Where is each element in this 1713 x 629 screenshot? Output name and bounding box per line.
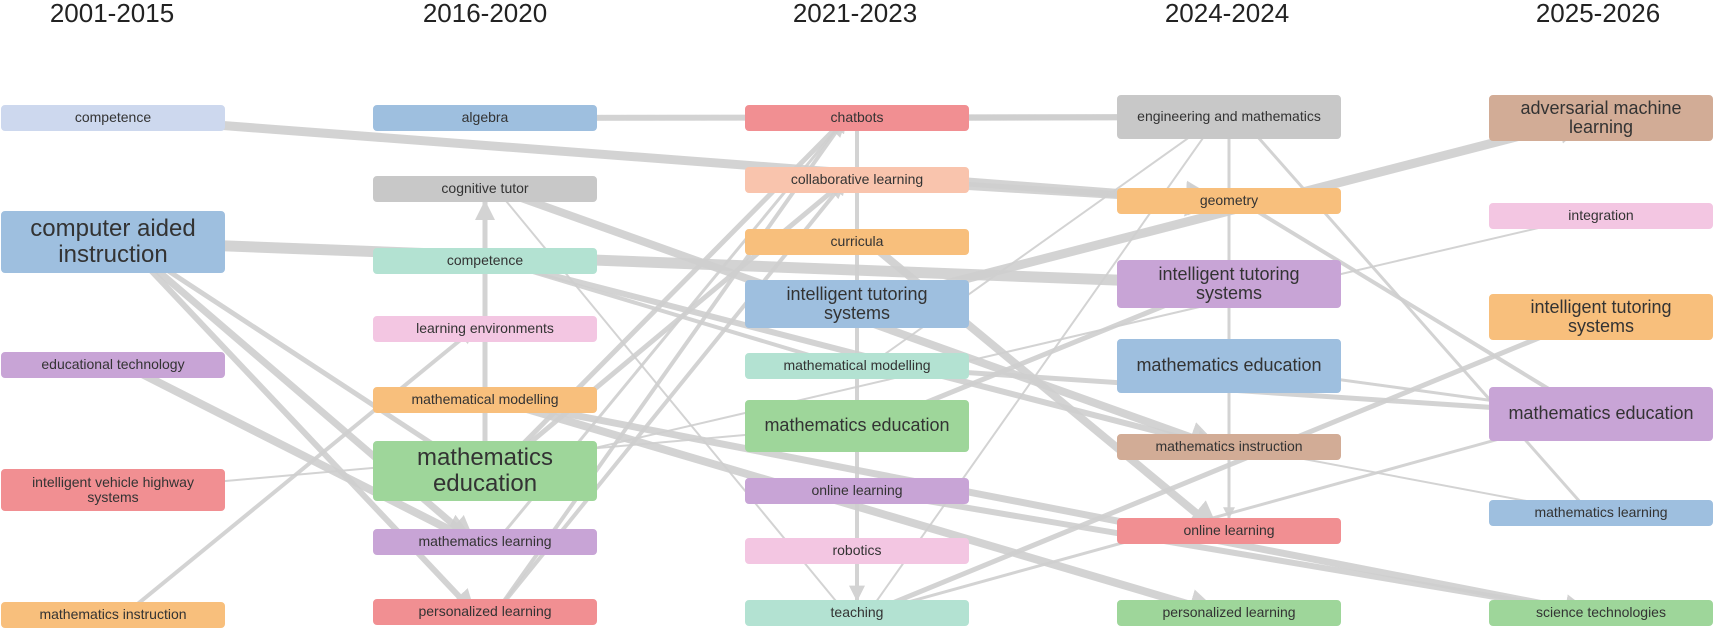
theme-node-c3-robotics[interactable]: robotics bbox=[745, 538, 969, 564]
theme-node-c1-edtech[interactable]: educational technology bbox=[1, 352, 225, 378]
theme-node-c3-curricula[interactable]: curricula bbox=[745, 229, 969, 255]
theme-node-c5-its[interactable]: intelligent tutoring systems bbox=[1489, 294, 1713, 340]
theme-node-c3-chatbots[interactable]: chatbots bbox=[745, 105, 969, 131]
link-c1-cai-to-c4-its bbox=[123, 236, 1223, 305]
theme-node-c5-scitech[interactable]: science technologies bbox=[1489, 600, 1713, 626]
theme-node-c3-its[interactable]: intelligent tutoring systems bbox=[745, 280, 969, 328]
theme-node-c4-geometry[interactable]: geometry bbox=[1117, 188, 1341, 214]
theme-node-c3-mathmod[interactable]: mathematical modelling bbox=[745, 353, 969, 379]
link-c1-edtech-to-c2-mathlearn bbox=[122, 361, 477, 546]
period-header-5: 2025-2026 bbox=[1535, 0, 1661, 28]
theme-node-c2-mathlearn[interactable]: mathematics learning bbox=[373, 529, 597, 555]
theme-node-c4-perslearn[interactable]: personalized learning bbox=[1117, 600, 1341, 626]
link-c4-geometry-to-c5-mathedu bbox=[1239, 199, 1592, 416]
theme-node-c4-its[interactable]: intelligent tutoring systems bbox=[1117, 260, 1341, 308]
theme-node-c2-mathmod[interactable]: mathematical modelling bbox=[373, 387, 597, 413]
period-header-1: 2001-2015 bbox=[49, 0, 175, 28]
theme-node-c3-teaching[interactable]: teaching bbox=[745, 600, 969, 626]
link-c3-online-to-c5-scitech bbox=[867, 488, 1593, 622]
theme-node-c2-perslearn[interactable]: personalized learning bbox=[373, 599, 597, 625]
link-c2-mathedu-to-c5-integration bbox=[495, 213, 1591, 472]
period-header-2: 2016-2020 bbox=[422, 0, 548, 28]
theme-node-c2-cogtutor[interactable]: cognitive tutor bbox=[373, 176, 597, 202]
theme-node-c1-ivhs[interactable]: intelligent vehicle highway systems bbox=[1, 469, 225, 511]
link-c1-mathinstr-to-c2-learnenv bbox=[122, 327, 476, 617]
theme-node-c1-cai[interactable]: computer aided instruction bbox=[1, 211, 225, 273]
theme-node-c3-online[interactable]: online learning bbox=[745, 478, 969, 504]
theme-node-c3-collab[interactable]: collaborative learning bbox=[745, 167, 969, 193]
theme-node-c4-engmath[interactable]: engineering and mathematics bbox=[1117, 95, 1341, 139]
theme-node-c5-adversarial[interactable]: adversarial machine learning bbox=[1489, 95, 1713, 141]
theme-node-c2-competence[interactable]: competence bbox=[373, 248, 597, 274]
theme-node-c2-learnenv[interactable]: learning environments bbox=[373, 316, 597, 342]
theme-node-c5-mathedu[interactable]: mathematics education bbox=[1489, 387, 1713, 441]
link-c4-engmath-to-c5-mathlearn bbox=[1239, 116, 1591, 514]
theme-node-c1-mathinstr[interactable]: mathematics instruction bbox=[1, 602, 225, 628]
theme-node-c4-mathedu[interactable]: mathematics education bbox=[1117, 339, 1341, 393]
theme-node-c5-mathlearn[interactable]: mathematics learning bbox=[1489, 500, 1713, 526]
link-c1-cai-to-c2-perslearn bbox=[122, 239, 476, 615]
link-c2-mathedu-to-c3-collab bbox=[494, 178, 848, 473]
theme-node-c5-integration[interactable]: integration bbox=[1489, 203, 1713, 229]
theme-node-c2-algebra[interactable]: algebra bbox=[373, 105, 597, 131]
link-c2-mathmod-to-c5-scitech bbox=[495, 396, 1593, 622]
link-c1-cai-to-c2-mathedu bbox=[122, 239, 476, 474]
theme-node-c4-online[interactable]: online learning bbox=[1117, 518, 1341, 544]
theme-node-c4-mathinstr[interactable]: mathematics instruction bbox=[1117, 434, 1341, 460]
theme-node-c2-mathedu[interactable]: mathematics education bbox=[373, 441, 597, 501]
period-header-3: 2021-2023 bbox=[792, 0, 918, 28]
theme-node-c1-competence[interactable]: competence bbox=[1, 105, 225, 131]
theme-node-c3-mathedu[interactable]: mathematics education bbox=[745, 400, 969, 452]
period-header-4: 2024-2024 bbox=[1164, 0, 1290, 28]
